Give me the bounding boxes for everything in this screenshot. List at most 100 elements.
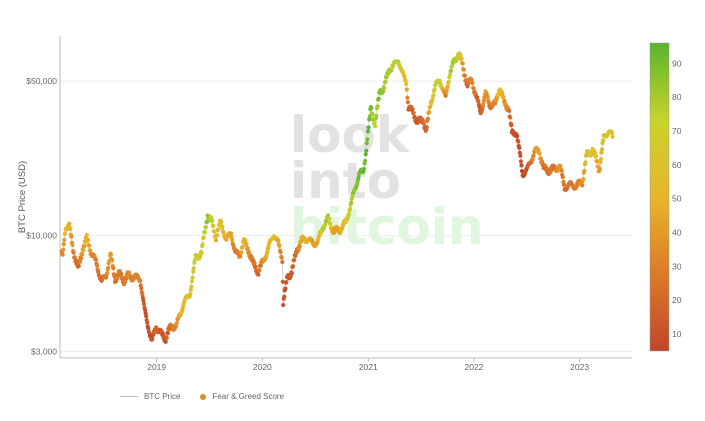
fear-greed-point xyxy=(404,81,409,87)
fear-greed-point xyxy=(279,255,284,260)
x-tick-label: 2019 xyxy=(147,362,166,372)
fear-greed-point xyxy=(215,233,220,238)
fear-greed-point xyxy=(108,252,113,257)
fear-greed-point xyxy=(221,230,226,235)
fear-greed-point xyxy=(361,166,366,172)
colorbar-tick-label: 20 xyxy=(672,295,682,305)
fear-greed-point xyxy=(220,225,225,230)
fear-greed-point xyxy=(374,113,379,118)
fear-greed-point xyxy=(381,89,386,94)
fear-greed-point xyxy=(239,250,244,255)
fear-greed-point xyxy=(518,159,524,164)
fear-greed-point xyxy=(348,206,353,211)
fear-greed-point xyxy=(356,175,361,180)
fear-greed-point xyxy=(297,244,302,249)
fear-greed-point xyxy=(461,67,466,72)
fear-greed-point xyxy=(79,252,85,257)
fear-greed-point xyxy=(515,134,520,139)
fear-greed-point xyxy=(583,160,588,165)
x-tick-label: 2023 xyxy=(570,362,589,372)
fear-greed-point xyxy=(372,120,377,125)
fear-greed-point xyxy=(326,213,331,218)
fear-greed-point xyxy=(364,148,369,153)
colorbar-gradient xyxy=(649,42,670,352)
fear-greed-point xyxy=(276,238,281,243)
fear-greed-point xyxy=(174,320,179,326)
fear-greed-point xyxy=(210,218,215,223)
fear-greed-point xyxy=(265,249,270,255)
colorbar-tick-label: 70 xyxy=(672,126,682,136)
fear-greed-point xyxy=(328,221,333,226)
fear-greed-point xyxy=(240,244,245,250)
fear-greed-point xyxy=(165,331,170,336)
fear-greed-point xyxy=(76,263,81,269)
colorbar-tick-label: 40 xyxy=(672,228,682,238)
fear-greed-point xyxy=(481,98,486,103)
fear-greed-point xyxy=(517,145,522,150)
fear-greed-point xyxy=(470,80,475,86)
fear-greed-point xyxy=(580,183,585,188)
fear-greed-point xyxy=(421,121,426,126)
fear-greed-point xyxy=(213,238,219,243)
fear-greed-point xyxy=(219,219,224,224)
fear-greed-point xyxy=(375,104,380,109)
legend-item-btc-price[interactable]: BTC Price xyxy=(120,392,180,401)
fear-greed-point xyxy=(599,147,605,152)
fear-greed-point xyxy=(289,271,294,276)
fear-greed-point xyxy=(427,109,432,115)
colorbar-ticks: 10 20 30 40 50 60 70 80 90 xyxy=(672,58,682,339)
fear-greed-point xyxy=(507,108,512,113)
colorbar-tick-label: 90 xyxy=(672,58,682,68)
fear-greed-point xyxy=(369,105,374,110)
fear-greed-point xyxy=(323,223,328,228)
fear-greed-point xyxy=(340,226,345,231)
fear-greed-point xyxy=(119,271,124,276)
fear-greed-point xyxy=(238,254,243,259)
fear-greed-point xyxy=(610,131,615,136)
fear-greed-point xyxy=(346,212,352,217)
legend-item-fear-greed[interactable]: Fear & Greed Score xyxy=(200,392,284,401)
fear-greed-point xyxy=(531,153,536,158)
fear-greed-point xyxy=(349,200,354,205)
fear-greed-point xyxy=(373,124,378,129)
x-tick-label: 2020 xyxy=(253,362,272,372)
fear-greed-point xyxy=(465,84,470,89)
fear-greed-point xyxy=(199,250,204,255)
legend: BTC Price Fear & Greed Score xyxy=(120,392,284,401)
fear-greed-point xyxy=(111,266,116,271)
fear-greed-point xyxy=(444,88,449,93)
fear-greed-point xyxy=(502,98,507,103)
fear-greed-point xyxy=(106,265,111,270)
fear-greed-point xyxy=(61,247,66,252)
fear-greed-point xyxy=(212,229,217,234)
fear-greed-point xyxy=(82,244,87,249)
fear-greed-point xyxy=(447,72,452,78)
fear-greed-point xyxy=(376,96,381,101)
fear-greed-point xyxy=(93,257,98,262)
fear-greed-point xyxy=(509,123,514,128)
x-axis-ticks: 2019 2020 2021 2022 2023 xyxy=(147,358,589,372)
fear-greed-point xyxy=(450,64,455,69)
fear-greed-point xyxy=(198,253,203,259)
fear-greed-point xyxy=(500,91,505,96)
fear-greed-point xyxy=(144,314,149,319)
fear-greed-point xyxy=(258,263,263,268)
fear-greed-point xyxy=(432,87,437,92)
fear-greed-point xyxy=(145,320,150,325)
fear-greed-point xyxy=(211,223,216,228)
fear-greed-point xyxy=(245,246,250,251)
fear-greed-point xyxy=(71,250,76,255)
fear-greed-point xyxy=(203,225,209,230)
fear-greed-point xyxy=(537,151,542,156)
fear-greed-point xyxy=(139,286,144,291)
fear-greed-point xyxy=(146,326,151,331)
fear-greed-point xyxy=(530,157,535,162)
fear-greed-point xyxy=(216,227,221,232)
fear-greed-point xyxy=(595,159,600,164)
fear-greed-point xyxy=(230,238,235,243)
fear-greed-point xyxy=(446,79,451,84)
fear-greed-point xyxy=(70,242,75,247)
fear-greed-point xyxy=(367,117,372,122)
fear-greed-point xyxy=(253,264,258,269)
fear-greed-point xyxy=(277,243,282,248)
